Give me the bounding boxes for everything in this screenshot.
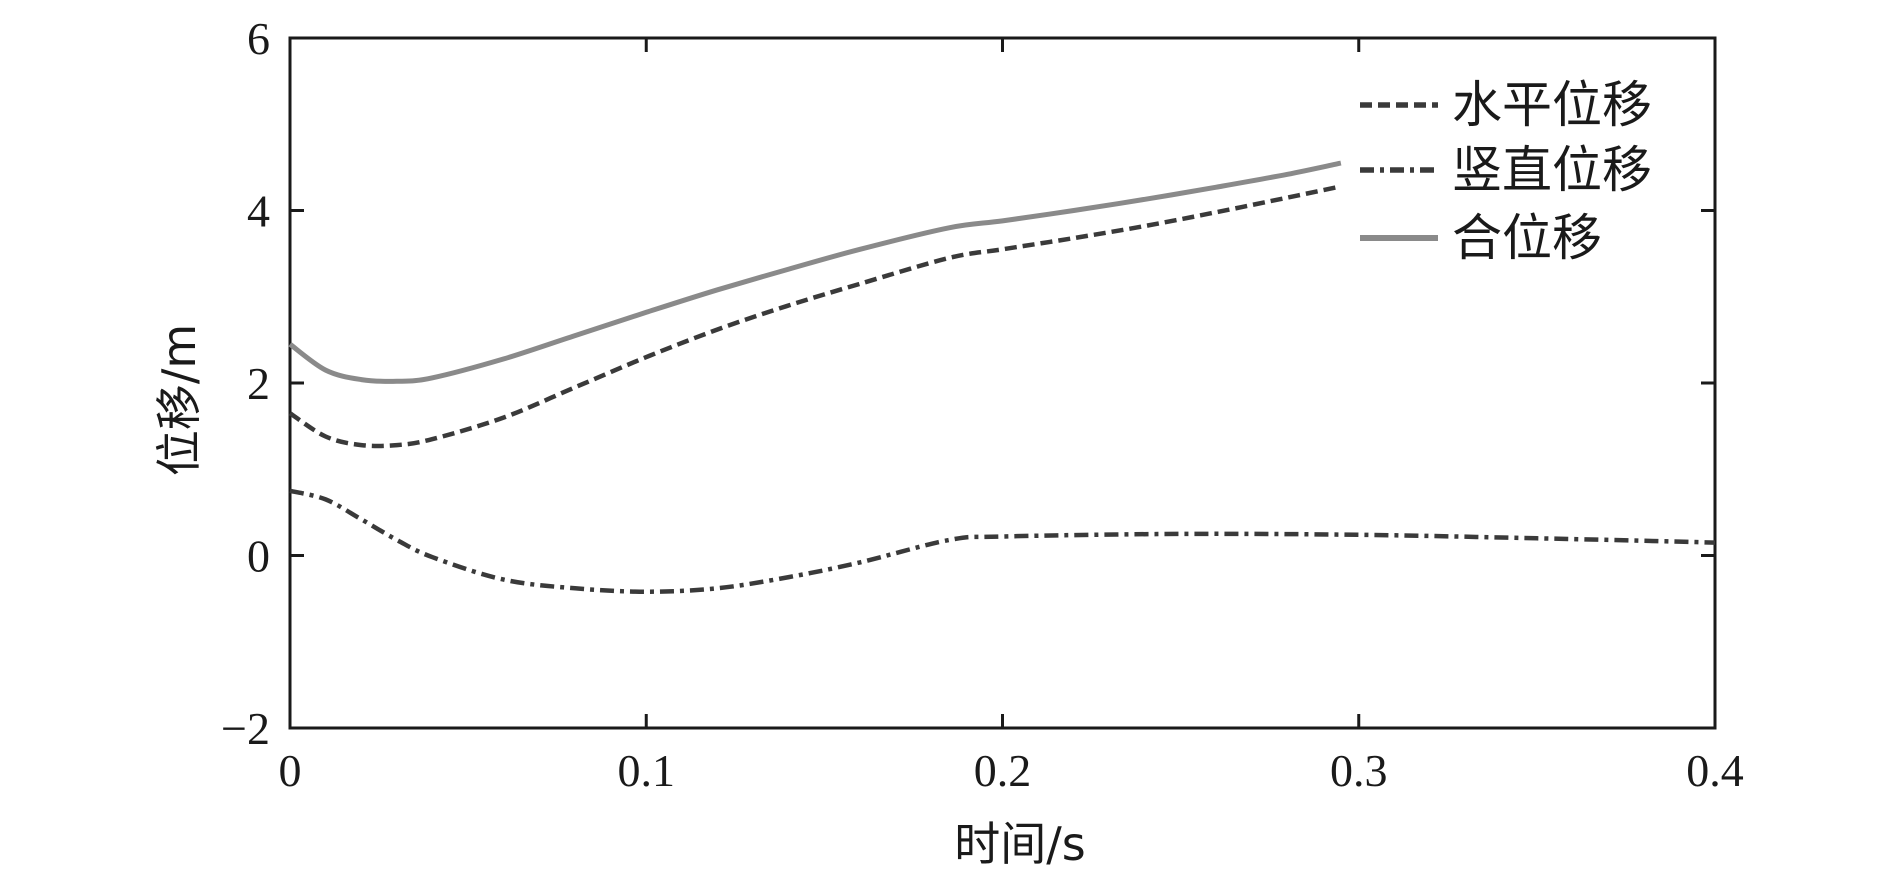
x-tick-label: 0.2 <box>974 745 1032 796</box>
x-tick-label: 0 <box>279 745 302 796</box>
y-tick-label: 2 <box>247 358 270 409</box>
y-tick-label: 0 <box>247 531 270 582</box>
y-tick-label: 6 <box>247 13 270 64</box>
legend-label-1: 水平位移 <box>1452 76 1652 134</box>
series-line-3 <box>288 160 1342 384</box>
legend-label-3: 合位移 <box>1452 209 1602 267</box>
y-axis-label: 位移/m <box>152 324 206 476</box>
series-line-2 <box>289 488 1716 594</box>
series-layer <box>288 160 1716 594</box>
y-tick-label: −2 <box>221 703 270 754</box>
x-axis-label: 时间/s <box>954 817 1085 871</box>
y-tick-label: 4 <box>247 186 270 237</box>
x-tick-label: 0.1 <box>618 745 676 796</box>
axis-ticks <box>288 36 1717 730</box>
x-tick-label: 0.3 <box>1330 745 1388 796</box>
series-line-1 <box>288 184 1342 449</box>
legend-label-2: 竖直位移 <box>1452 141 1652 199</box>
x-tick-label: 0.4 <box>1686 745 1744 796</box>
